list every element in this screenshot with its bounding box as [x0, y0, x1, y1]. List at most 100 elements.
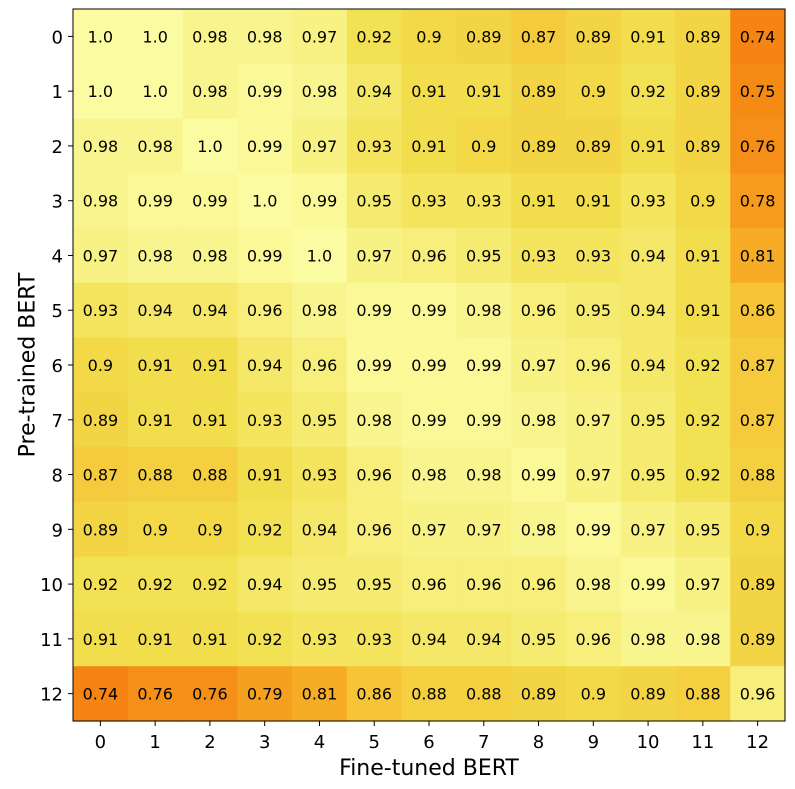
heatmap-cell-1-2	[182, 63, 238, 120]
heatmap-cell-10-0	[73, 556, 129, 613]
cell-value-label-2-9: 0.89	[575, 137, 611, 156]
heatmap-cell-0-5	[346, 9, 403, 65]
heatmap-cell-6-4	[292, 337, 348, 393]
heatmap-cell-5-5	[346, 282, 403, 339]
heatmap-cell-11-8	[511, 611, 567, 667]
y-tick-label-0: 0	[52, 27, 63, 48]
cell-value-label-0-4: 0.97	[302, 27, 338, 46]
cell-value-label-8-11: 0.92	[685, 466, 721, 485]
heatmap-cell-2-4	[292, 118, 348, 174]
cell-value-label-1-4: 0.98	[302, 82, 338, 101]
heatmap-cell-6-9	[565, 337, 622, 393]
cell-value-label-4-9: 0.93	[575, 246, 611, 265]
cell-value-label-0-12: 0.74	[740, 27, 776, 46]
heatmap-cell-12-4	[292, 666, 348, 722]
cell-value-label-3-8: 0.91	[521, 192, 557, 211]
heatmap-cell-10-9	[565, 556, 622, 613]
heatmap-cell-8-12	[730, 447, 786, 503]
cell-value-label-10-1: 0.92	[137, 575, 173, 594]
cell-value-label-7-0: 0.89	[83, 411, 119, 430]
cell-value-label-5-9: 0.95	[575, 301, 611, 320]
heatmap-cell-8-0	[73, 447, 129, 503]
cell-value-label-9-8: 0.98	[521, 520, 557, 539]
cell-value-label-10-4: 0.95	[302, 575, 338, 594]
cell-value-label-7-4: 0.95	[302, 411, 338, 430]
x-tick-label-6: 6	[423, 732, 434, 753]
heatmap-cell-2-8	[511, 118, 567, 174]
heatmap-cell-11-1	[127, 611, 184, 667]
cell-value-label-6-11: 0.92	[685, 356, 721, 375]
heatmap-cell-2-1	[127, 118, 184, 174]
heatmap-cell-0-0	[73, 9, 129, 65]
y-axis-title: Pre-trained BERT	[16, 272, 41, 457]
cell-value-label-11-12: 0.89	[740, 630, 776, 649]
cell-value-label-1-7: 0.91	[466, 82, 502, 101]
cell-value-label-3-11: 0.9	[690, 192, 715, 211]
heatmap-cell-7-12	[730, 392, 786, 448]
cell-value-label-12-0: 0.74	[83, 685, 119, 704]
cell-value-label-2-1: 0.98	[137, 137, 173, 156]
heatmap-cell-7-9	[565, 392, 622, 448]
cell-value-label-9-6: 0.97	[411, 520, 447, 539]
heatmap-cells	[73, 9, 786, 722]
cell-value-label-9-0: 0.89	[83, 520, 119, 539]
heatmap-cell-4-11	[675, 228, 731, 284]
heatmap-cell-2-6	[401, 118, 457, 174]
heatmap-cell-6-8	[511, 337, 567, 393]
cell-value-label-1-5: 0.94	[356, 82, 392, 101]
cell-value-label-5-10: 0.94	[630, 301, 666, 320]
heatmap-cell-2-5	[346, 118, 403, 174]
heatmap-cell-10-8	[511, 556, 567, 613]
x-axis-title: Fine-tuned BERT	[339, 756, 519, 781]
cell-value-label-5-1: 0.94	[137, 301, 173, 320]
heatmap-cell-0-10	[620, 9, 677, 65]
cell-value-label-5-6: 0.99	[411, 301, 447, 320]
heatmap-cell-0-8	[511, 9, 567, 65]
cell-value-label-6-3: 0.94	[247, 356, 283, 375]
y-tick-label-2: 2	[52, 137, 63, 158]
heatmap-cell-1-11	[675, 63, 731, 120]
cell-value-label-8-8: 0.99	[521, 466, 557, 485]
heatmap-cell-2-3	[237, 118, 293, 174]
cell-value-label-5-5: 0.99	[356, 301, 392, 320]
heatmap-cell-1-7	[456, 63, 512, 120]
heatmap-cell-5-0	[73, 282, 129, 339]
heatmap-cell-3-9	[565, 173, 622, 229]
cell-value-label-10-11: 0.97	[685, 575, 721, 594]
cell-value-label-8-12: 0.88	[740, 466, 776, 485]
heatmap-cell-4-7	[456, 228, 512, 284]
cell-value-label-4-11: 0.91	[685, 246, 721, 265]
cell-value-label-8-9: 0.97	[575, 466, 611, 485]
heatmap-cell-12-8	[511, 666, 567, 722]
cell-value-label-3-12: 0.78	[740, 192, 776, 211]
heatmap-cell-10-5	[346, 556, 403, 613]
cell-value-label-1-9: 0.9	[581, 82, 606, 101]
cell-value-label-1-8: 0.89	[521, 82, 557, 101]
heatmap-cell-3-4	[292, 173, 348, 229]
cell-value-label-8-10: 0.95	[630, 466, 666, 485]
cell-value-label-11-5: 0.93	[356, 630, 392, 649]
heatmap-cell-1-8	[511, 63, 567, 120]
heatmap-cell-1-5	[346, 63, 403, 120]
cell-value-label-0-11: 0.89	[685, 27, 721, 46]
cell-value-label-2-3: 0.99	[247, 137, 283, 156]
cell-value-label-1-0: 1.0	[88, 82, 113, 101]
heatmap-cell-6-12	[730, 337, 786, 393]
heatmap-cell-0-1	[127, 9, 184, 65]
cell-value-label-6-4: 0.96	[302, 356, 338, 375]
heatmap-cell-12-0	[73, 666, 129, 722]
cell-value-label-3-6: 0.93	[411, 192, 447, 211]
cell-value-label-5-7: 0.98	[466, 301, 502, 320]
cell-value-label-3-9: 0.91	[575, 192, 611, 211]
heatmap-cell-10-6	[401, 556, 457, 613]
heatmap-cell-12-12	[730, 666, 786, 722]
cell-value-label-4-4: 1.0	[307, 246, 332, 265]
cell-value-label-12-5: 0.86	[356, 685, 392, 704]
heatmap-cell-7-2	[182, 392, 238, 448]
heatmap-cell-1-3	[237, 63, 293, 120]
cell-value-label-12-1: 0.76	[137, 685, 173, 704]
heatmap-cell-6-2	[182, 337, 238, 393]
cell-value-label-1-2: 0.98	[192, 82, 228, 101]
